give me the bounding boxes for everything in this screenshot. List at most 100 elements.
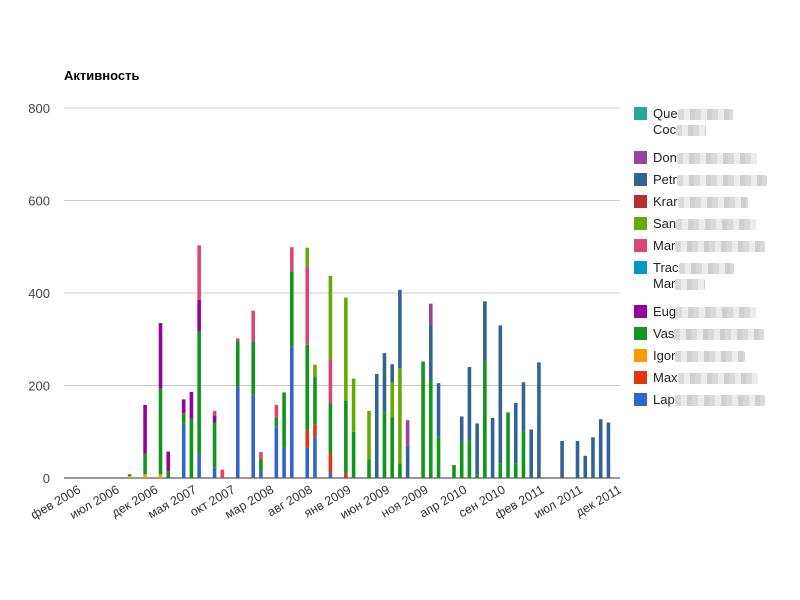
redacted-text	[676, 153, 757, 165]
bar-segment	[475, 474, 479, 478]
bar-segment	[158, 388, 163, 475]
bar-segment	[382, 353, 387, 413]
bar-segment	[220, 469, 225, 478]
bar-segment	[189, 391, 194, 419]
bar-segment	[328, 359, 333, 404]
legend-swatch	[634, 393, 647, 406]
legend-swatch	[634, 305, 647, 318]
legend-label: Lap	[653, 392, 788, 408]
legend-label: Que Coc	[653, 106, 788, 138]
bar-segment	[251, 394, 255, 478]
bar-segment	[398, 368, 402, 464]
bar-segment	[475, 423, 479, 475]
y-tick-label: 400	[28, 286, 50, 301]
legend-label: Krar	[653, 194, 788, 210]
bar-segment	[513, 403, 518, 464]
bar-segment	[344, 400, 348, 474]
bar-segment	[197, 453, 201, 478]
bar-segment	[305, 344, 310, 431]
bar-segment	[436, 383, 441, 437]
bar-segment	[251, 341, 255, 395]
legend-swatch	[634, 349, 647, 362]
bar-segment	[143, 404, 147, 454]
bar-segment	[459, 416, 464, 442]
legend-item[interactable]: Petr	[634, 172, 794, 194]
bar-segment	[181, 399, 186, 414]
bar-segment	[305, 266, 310, 345]
bar-segment	[436, 436, 441, 478]
bar-segment	[429, 379, 433, 478]
bar-segment	[274, 426, 279, 478]
legend-swatch	[634, 107, 647, 120]
legend-item[interactable]: Mar	[634, 238, 794, 260]
bar-segment	[405, 420, 410, 446]
bar-segment	[390, 364, 394, 383]
bar-segment	[127, 474, 132, 477]
y-tick-label: 800	[28, 101, 50, 116]
bar-segment	[158, 474, 163, 478]
bar-segment	[560, 441, 564, 478]
legend-label: San	[653, 216, 788, 232]
legend-item[interactable]: Don	[634, 150, 794, 172]
bar-segment	[197, 299, 201, 332]
legend-item[interactable]: Trac Mar	[634, 260, 794, 304]
bar-segment	[521, 382, 526, 431]
redacted-text	[675, 241, 766, 253]
legend-label: Trac Mar	[653, 260, 788, 292]
legend-swatch	[634, 261, 647, 274]
bar-segment	[259, 452, 263, 460]
bar-segment	[290, 346, 294, 478]
bar-segment	[274, 417, 279, 427]
redacted-text	[676, 125, 707, 137]
redacted-text	[675, 279, 706, 291]
bar-segment	[467, 440, 472, 478]
legend-label: Don	[653, 150, 788, 166]
bar-segment	[351, 378, 356, 432]
bar-segment	[344, 473, 348, 478]
bar-segment	[313, 376, 317, 425]
bar-segment	[251, 310, 255, 342]
bar-segment	[290, 271, 294, 347]
legend-swatch	[634, 195, 647, 208]
bar-segment	[235, 386, 240, 478]
bar-segment	[197, 331, 201, 454]
y-tick-label: 0	[43, 471, 50, 486]
redacted-text	[675, 351, 746, 363]
y-tick-label: 200	[28, 379, 50, 394]
bar-segment	[328, 403, 333, 454]
bar-segment	[166, 471, 171, 478]
legend-item[interactable]: Krar	[634, 194, 794, 216]
bar-segment	[181, 423, 186, 478]
legend-item[interactable]: Que Coc	[634, 106, 794, 150]
bar-segment	[429, 324, 433, 380]
chart-title: Активность	[64, 68, 140, 83]
bar-segment	[398, 463, 402, 478]
legend-label: Igor	[653, 348, 788, 364]
legend-label: Vas	[653, 326, 788, 342]
bar-segment	[328, 275, 333, 360]
bar-segment	[459, 441, 464, 478]
bar-segment	[328, 472, 333, 478]
legend-item[interactable]: Lap	[634, 392, 794, 414]
bar-segment	[390, 382, 394, 417]
bar-segment	[583, 455, 588, 478]
legend-item[interactable]: Max	[634, 370, 794, 392]
legend-item[interactable]: Vas	[634, 326, 794, 348]
legend-swatch	[634, 217, 647, 230]
bar-segment	[452, 465, 456, 478]
redacted-text	[677, 373, 758, 385]
bar-segment	[382, 412, 387, 478]
bar-segment	[259, 471, 263, 478]
bar-segment	[305, 247, 310, 267]
bar-segment	[537, 362, 541, 478]
redacted-text	[676, 219, 757, 231]
legend-swatch	[634, 151, 647, 164]
bar-segment	[529, 429, 533, 478]
bar-segment	[158, 323, 163, 389]
bar-segment	[282, 392, 286, 448]
bar-segment	[212, 410, 217, 416]
legend-item[interactable]: Eug	[634, 304, 794, 326]
legend-item[interactable]: Igor	[634, 348, 794, 370]
legend-item[interactable]: San	[634, 216, 794, 238]
